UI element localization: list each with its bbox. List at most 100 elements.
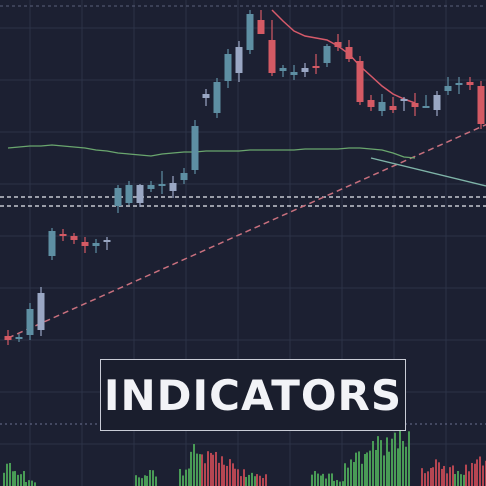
- volume-bar: [443, 465, 445, 486]
- volume-bar: [215, 451, 217, 486]
- volume-bar: [339, 481, 341, 486]
- volume-bar: [347, 467, 349, 486]
- volume-bar: [479, 456, 481, 486]
- volume-bar: [474, 463, 476, 486]
- volume-bar: [361, 463, 363, 486]
- volume-bar: [218, 462, 220, 486]
- volume-bar: [375, 449, 377, 486]
- volume-bar: [358, 451, 360, 486]
- volume-bar: [144, 475, 146, 486]
- volume-bar: [476, 459, 478, 486]
- volume-bar: [204, 463, 206, 486]
- volume-bar: [240, 476, 242, 486]
- volume-bar: [12, 471, 14, 486]
- volume-bar: [366, 452, 368, 486]
- volume-bars: [3, 430, 486, 486]
- volume-bar: [399, 430, 401, 486]
- volume-bar: [438, 462, 440, 486]
- candle-body: [224, 54, 232, 81]
- volume-bar: [328, 473, 330, 486]
- volume-bar: [6, 463, 8, 486]
- candle-body: [59, 234, 67, 236]
- candle-body: [92, 243, 100, 246]
- volume-bar: [201, 454, 203, 486]
- volume-bar: [254, 476, 256, 486]
- volume-bar: [344, 463, 346, 486]
- volume-bar: [457, 471, 459, 486]
- candle-body: [26, 309, 34, 335]
- moving-average-teal: [370, 157, 486, 187]
- candles: [4, 10, 485, 345]
- volume-bar: [234, 468, 236, 486]
- candle-body: [367, 100, 375, 107]
- volume-bar: [336, 480, 338, 486]
- volume-bar: [229, 459, 231, 486]
- volume-bar: [212, 454, 214, 486]
- volume-bar: [28, 480, 30, 486]
- volume-bar: [190, 451, 192, 486]
- volume-bar: [465, 464, 467, 486]
- volume-bar: [3, 472, 5, 486]
- volume-bar: [152, 470, 154, 486]
- volume-bar: [311, 474, 313, 486]
- volume-bar: [441, 468, 443, 486]
- volume-bar: [226, 465, 228, 486]
- volume-bar: [372, 441, 374, 486]
- volume-bar: [210, 452, 212, 486]
- candle-body: [334, 42, 342, 47]
- volume-bar: [237, 469, 239, 486]
- volume-bar: [221, 456, 223, 486]
- candle-body: [257, 20, 265, 34]
- title-banner: INDICATORS: [100, 359, 406, 431]
- candle-body: [301, 68, 309, 72]
- candle-body: [158, 184, 166, 186]
- volume-bar: [388, 451, 390, 486]
- candle-body: [279, 68, 287, 71]
- candle-body: [268, 40, 276, 73]
- volume-bar: [446, 473, 448, 486]
- volume-bar: [146, 475, 148, 486]
- moving-averages: [7, 9, 486, 187]
- volume-bar: [248, 474, 250, 486]
- volume-bar: [408, 431, 410, 486]
- volume-bar: [331, 473, 333, 486]
- volume-bar: [350, 459, 352, 486]
- volume-bar: [141, 478, 143, 486]
- volume-bar: [322, 473, 324, 486]
- candle-body: [400, 99, 408, 101]
- volume-bar: [135, 475, 137, 486]
- volume-bar: [452, 465, 454, 486]
- volume-bar: [468, 471, 470, 486]
- volume-bar: [155, 476, 157, 486]
- candle-body: [202, 94, 210, 98]
- volume-bar: [25, 482, 27, 486]
- candle-body: [345, 47, 353, 59]
- candle-body: [136, 185, 144, 203]
- volume-bar: [471, 462, 473, 486]
- volume-bar: [405, 446, 407, 486]
- candle-body: [422, 106, 430, 108]
- volume-bar: [421, 468, 423, 486]
- volume-bar: [34, 482, 36, 486]
- volume-bar: [394, 432, 396, 486]
- volume-bar: [265, 474, 267, 486]
- trend-line-dashed: [7, 123, 486, 339]
- volume-bar: [232, 463, 234, 486]
- volume-bar: [31, 480, 33, 486]
- candle-body: [444, 86, 452, 91]
- volume-bar: [193, 444, 195, 486]
- candle-body: [125, 185, 133, 203]
- volume-bar: [182, 475, 184, 486]
- volume-bar: [256, 474, 258, 486]
- volume-bar: [391, 438, 393, 486]
- candle-body: [356, 61, 364, 102]
- volume-bar: [20, 474, 22, 486]
- candle-body: [114, 188, 122, 206]
- volume-bar: [397, 448, 399, 486]
- candle-body: [180, 173, 188, 180]
- volume-bar: [320, 475, 322, 486]
- volume-bar: [333, 480, 335, 486]
- volume-bar: [353, 462, 355, 486]
- candle-body: [147, 185, 155, 189]
